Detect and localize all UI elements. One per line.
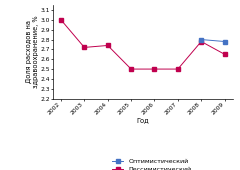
Line: Пессимистический: Пессимистический <box>59 18 226 71</box>
Оптимистический <box>200 39 203 41</box>
Оптимистический <box>223 40 226 42</box>
Пессимистический <box>223 53 226 55</box>
Пессимистический <box>130 68 132 70</box>
Y-axis label: Доля расходов на
здравоохранение, %: Доля расходов на здравоохранение, % <box>26 15 39 88</box>
Пессимистический <box>200 40 203 42</box>
Legend: Оптимистический, Пессимистический: Оптимистический, Пессимистический <box>110 156 194 170</box>
Line: Оптимистический: Оптимистический <box>199 38 226 43</box>
Пессимистический <box>60 19 62 21</box>
Пессимистический <box>176 68 179 70</box>
Пессимистический <box>106 44 109 46</box>
X-axis label: Год: Год <box>137 117 149 123</box>
Пессимистический <box>83 46 86 48</box>
Пессимистический <box>153 68 156 70</box>
